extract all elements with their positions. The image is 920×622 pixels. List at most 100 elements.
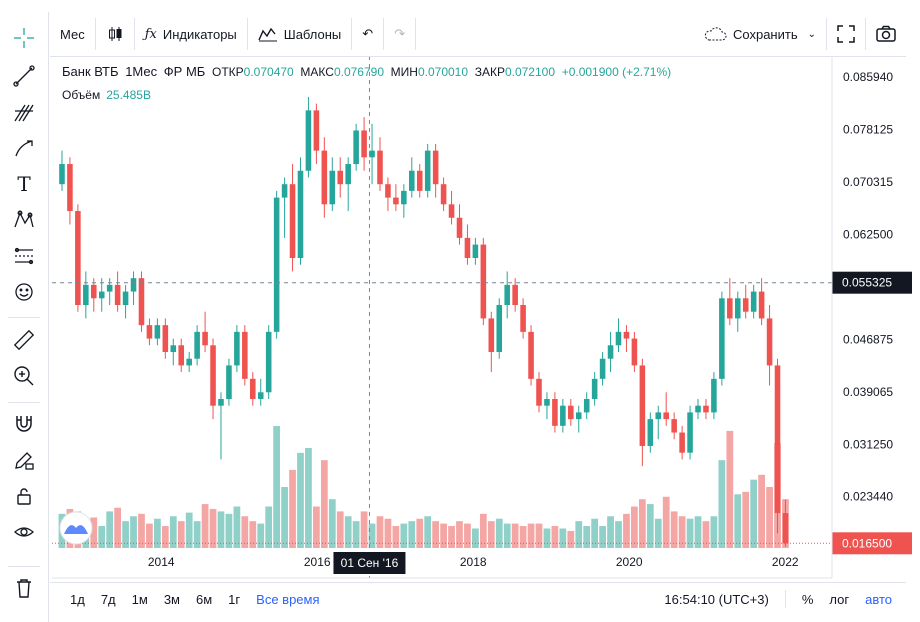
templates-label: Шаблоны [283, 26, 342, 42]
candle-body [719, 298, 725, 379]
volume-bar [408, 521, 416, 548]
indicators-button[interactable]: ƒx Индикаторы [135, 18, 248, 50]
volume-bar [718, 460, 726, 548]
text-tool[interactable]: T [10, 170, 38, 198]
save-button[interactable]: Сохранить ⌄ [693, 18, 827, 50]
candle-body [170, 345, 177, 352]
volume-bar [607, 516, 614, 548]
volume-bar [551, 526, 559, 548]
volume-bar [257, 523, 265, 548]
candle-body [130, 278, 137, 292]
range-3m[interactable]: 3м [163, 591, 180, 607]
clock[interactable]: 16:54:10 (UTC+3) [664, 591, 769, 607]
pattern-tool[interactable] [10, 206, 38, 234]
lock-tool[interactable] [10, 482, 38, 510]
interval-button[interactable]: Мес [50, 18, 96, 50]
volume-bar [599, 526, 606, 548]
range-1d[interactable]: 1д [70, 591, 85, 607]
volume-bar [694, 516, 702, 548]
volume-bar [511, 523, 519, 548]
time-tick-label: 2016 [304, 555, 331, 569]
crosshair-icon [13, 27, 35, 49]
volume-bar [320, 460, 328, 548]
chart-type-button[interactable] [96, 18, 135, 50]
zoom-tool[interactable] [10, 362, 38, 390]
candle-body [186, 358, 192, 366]
candle-body [401, 190, 407, 205]
candle-body [146, 325, 153, 339]
icons-tool[interactable] [10, 278, 38, 306]
volume-bar [503, 523, 511, 548]
candle-body [631, 338, 638, 366]
volume-bar [161, 526, 169, 548]
volume-bar [726, 430, 734, 548]
range-1m[interactable]: 1м [131, 591, 148, 607]
volume-bar [567, 530, 575, 548]
candle-body [122, 291, 129, 306]
lock-icon [13, 485, 35, 507]
magnet-tool[interactable] [10, 410, 38, 438]
crosshair-price-label: 0.055325 [842, 276, 892, 290]
volume-bar [138, 513, 145, 548]
volume-bar [201, 504, 209, 548]
volume-bar [686, 518, 694, 548]
pitchfork-icon [13, 101, 35, 123]
volume-bar [638, 499, 646, 548]
pattern-icon [13, 209, 35, 231]
range-all[interactable]: Все время [256, 591, 320, 607]
screenshot-button[interactable] [866, 18, 906, 50]
templates-button[interactable]: Шаблоны [248, 18, 353, 50]
candle-body [329, 170, 336, 205]
range-7d[interactable]: 7д [100, 591, 116, 607]
log-toggle[interactable]: лог [829, 591, 850, 607]
symbol-name[interactable]: Банк ВТБ [62, 64, 119, 79]
measure-tool[interactable] [10, 326, 38, 354]
volume-bar [535, 523, 543, 548]
camera-icon [876, 25, 896, 43]
fullscreen-button[interactable] [827, 18, 866, 50]
visibility-tool[interactable] [10, 518, 38, 546]
volume-bar [217, 511, 225, 548]
range-6m[interactable]: 6м [196, 591, 213, 607]
auto-toggle[interactable]: авто [865, 591, 892, 607]
symbol-interval: 1Мес [125, 64, 158, 79]
candle-body [265, 331, 272, 393]
lock-drawing-tool[interactable] [10, 446, 38, 474]
volume-bar [432, 521, 440, 548]
fib-tool[interactable] [10, 98, 38, 126]
save-label: Сохранить [733, 26, 798, 42]
volume-bar [615, 521, 622, 548]
volume-bar [448, 526, 455, 548]
trash-icon [13, 577, 35, 599]
candle-body [353, 130, 359, 165]
volume-bar [464, 523, 471, 548]
delete-tool[interactable] [10, 574, 38, 602]
volume-bar [241, 516, 249, 548]
trendline-tool[interactable] [10, 62, 38, 90]
crosshair-tool[interactable] [10, 24, 38, 52]
zoom-in-icon [13, 365, 35, 387]
candle-body [583, 398, 590, 413]
volume-bar [193, 521, 201, 548]
candle-body [138, 278, 145, 326]
volume-bar [392, 526, 400, 548]
price-tick-label: 0.023440 [843, 490, 893, 504]
candle-body [766, 318, 773, 366]
volume-bar [90, 517, 98, 548]
candle-body [711, 378, 717, 413]
volume-bar [472, 528, 479, 548]
redo-button[interactable]: ↷ [384, 18, 417, 50]
candle-body [440, 184, 447, 205]
candle-body [615, 331, 622, 346]
candle-body [226, 365, 232, 399]
forecast-tool[interactable] [10, 242, 38, 270]
brush-tool[interactable] [10, 134, 38, 162]
time-tick-label: 2018 [460, 555, 487, 569]
volume-bar [543, 528, 551, 548]
undo-button[interactable]: ↶ [352, 18, 385, 50]
volume-bar [631, 506, 638, 548]
candle-body [313, 110, 320, 151]
percent-toggle[interactable]: % [801, 591, 814, 607]
range-1y[interactable]: 1г [228, 591, 241, 607]
